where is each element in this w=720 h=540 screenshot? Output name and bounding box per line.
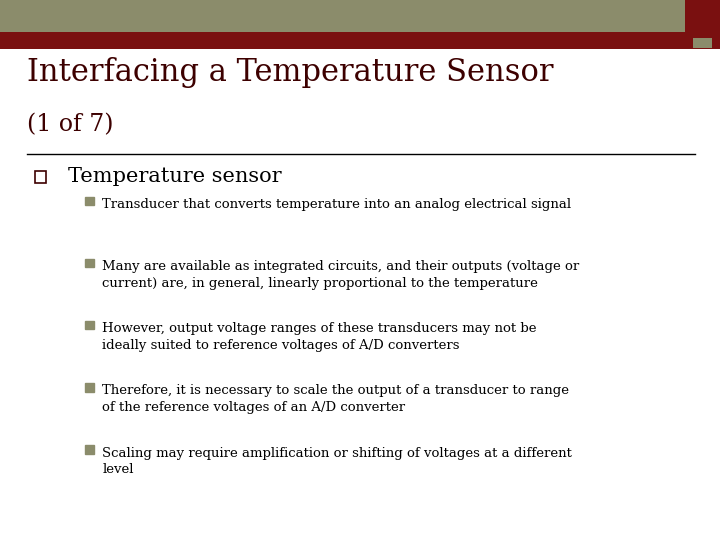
Bar (0, 0, 720, 32)
Text: Interfacing a Temperature Sensor: Interfacing a Temperature Sensor (27, 57, 554, 87)
Bar (0, 32, 720, 49)
Bar (693, 38, 712, 48)
Text: Transducer that converts temperature into an analog electrical signal: Transducer that converts temperature int… (102, 198, 572, 211)
Text: (1 of 7): (1 of 7) (27, 113, 114, 137)
Text: Temperature sensor: Temperature sensor (68, 166, 282, 186)
Bar (685, 0, 720, 49)
Bar (85, 259, 94, 267)
Text: Scaling may require amplification or shifting of voltages at a different
level: Scaling may require amplification or shi… (102, 447, 572, 476)
Text: Many are available as integrated circuits, and their outputs (voltage or
current: Many are available as integrated circuit… (102, 260, 580, 290)
Bar (85, 197, 94, 205)
Bar (85, 321, 94, 329)
Text: However, output voltage ranges of these transducers may not be
ideally suited to: However, output voltage ranges of these … (102, 322, 536, 352)
Text: Therefore, it is necessary to scale the output of a transducer to range
of the r: Therefore, it is necessary to scale the … (102, 384, 570, 414)
Bar (35, 171, 46, 183)
Bar (85, 383, 94, 391)
Bar (85, 445, 94, 454)
